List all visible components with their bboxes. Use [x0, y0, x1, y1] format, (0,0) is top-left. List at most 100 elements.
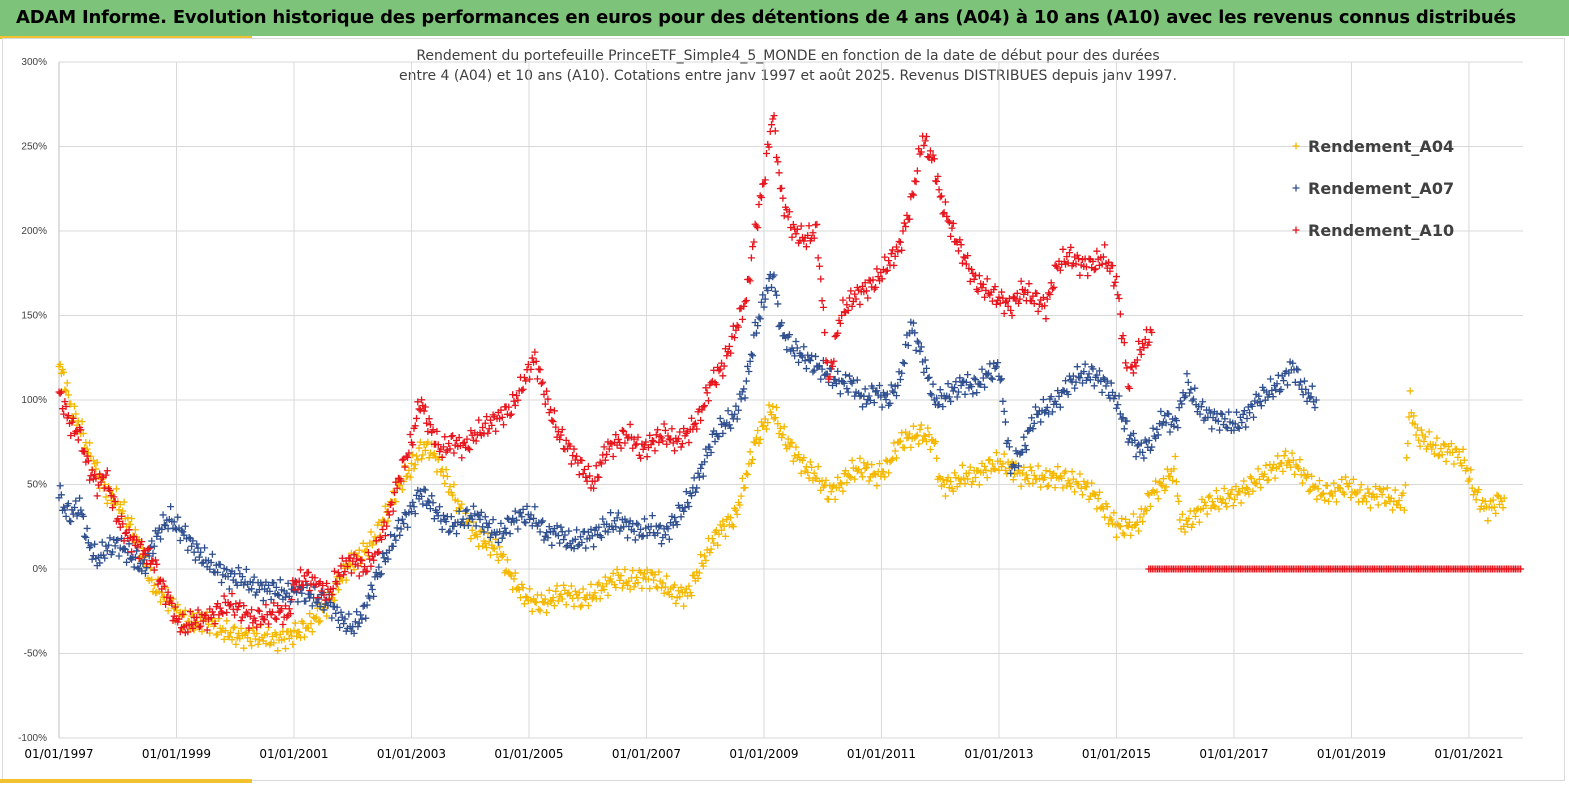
data-point — [1182, 392, 1190, 400]
data-point — [306, 610, 314, 618]
data-point — [1062, 377, 1070, 385]
data-point — [680, 602, 688, 610]
data-point — [1165, 410, 1173, 418]
data-point — [637, 454, 645, 462]
data-point — [960, 474, 968, 482]
data-point — [1278, 459, 1286, 467]
data-point — [1159, 475, 1167, 483]
data-point — [1289, 359, 1297, 367]
data-point — [847, 474, 855, 482]
data-point — [433, 427, 441, 435]
data-point — [1094, 495, 1102, 503]
data-point — [64, 412, 72, 420]
data-point — [924, 153, 932, 161]
data-point — [1116, 523, 1124, 531]
data-point — [614, 509, 622, 517]
data-point — [891, 447, 899, 455]
data-point — [241, 630, 249, 638]
data-point — [392, 498, 400, 506]
data-point — [947, 397, 955, 405]
data-point — [1203, 510, 1211, 518]
data-point — [701, 402, 709, 410]
data-point — [699, 403, 707, 411]
data-point — [806, 458, 814, 466]
data-point — [541, 595, 549, 603]
data-point — [68, 418, 76, 426]
data-point — [1240, 407, 1248, 415]
data-point — [311, 614, 319, 622]
data-point — [1050, 469, 1058, 477]
data-point — [1101, 241, 1109, 249]
data-point — [784, 213, 792, 221]
data-point — [498, 534, 506, 542]
data-point — [754, 224, 762, 232]
data-point — [188, 620, 196, 628]
data-point — [866, 397, 874, 405]
data-point — [62, 387, 70, 395]
data-point — [168, 599, 176, 607]
data-point — [624, 581, 632, 589]
data-point — [780, 423, 788, 431]
data-point — [831, 495, 839, 503]
data-point — [536, 528, 544, 536]
data-point — [731, 334, 739, 342]
data-point — [896, 238, 904, 246]
data-point — [607, 575, 615, 583]
data-point — [74, 436, 82, 444]
data-point — [1054, 463, 1062, 471]
data-point — [839, 487, 847, 495]
data-point — [797, 469, 805, 477]
data-point — [574, 594, 582, 602]
data-point — [1118, 415, 1126, 423]
data-point — [746, 277, 754, 285]
data-point — [453, 530, 461, 538]
data-point — [919, 436, 927, 444]
data-point — [703, 389, 711, 397]
data-point — [939, 475, 947, 483]
data-point — [966, 277, 974, 285]
data-point — [1293, 365, 1301, 373]
data-point — [494, 538, 502, 546]
data-point — [467, 535, 475, 543]
data-point — [1379, 485, 1387, 493]
data-point — [106, 486, 114, 494]
data-point — [913, 337, 921, 345]
data-point — [214, 630, 222, 638]
data-point — [883, 390, 891, 398]
data-point — [800, 454, 808, 462]
data-point — [1030, 471, 1038, 479]
data-point — [174, 618, 182, 626]
data-point — [503, 556, 511, 564]
data-point — [840, 470, 848, 478]
data-point — [160, 582, 168, 590]
data-point — [61, 506, 69, 514]
data-point — [836, 479, 844, 487]
data-point — [771, 287, 779, 295]
data-point — [570, 445, 578, 453]
data-point — [1039, 294, 1047, 302]
data-point — [518, 513, 526, 521]
data-point — [798, 353, 806, 361]
data-point — [162, 600, 170, 608]
data-point — [742, 377, 750, 385]
data-point — [718, 526, 726, 534]
data-point — [1450, 460, 1458, 468]
data-point — [971, 473, 979, 481]
data-point — [1466, 475, 1474, 483]
data-point — [1139, 448, 1147, 456]
data-point — [416, 406, 424, 414]
data-point — [362, 614, 370, 622]
data-point — [1459, 445, 1467, 453]
data-point — [409, 498, 417, 506]
data-point — [1120, 339, 1128, 347]
data-point — [1221, 499, 1229, 507]
data-point — [757, 418, 765, 426]
data-point — [1374, 501, 1382, 509]
data-point — [898, 246, 906, 254]
data-point — [612, 583, 620, 591]
data-point — [957, 241, 965, 249]
data-point — [1018, 469, 1026, 477]
data-point — [800, 237, 808, 245]
data-point — [960, 253, 968, 261]
